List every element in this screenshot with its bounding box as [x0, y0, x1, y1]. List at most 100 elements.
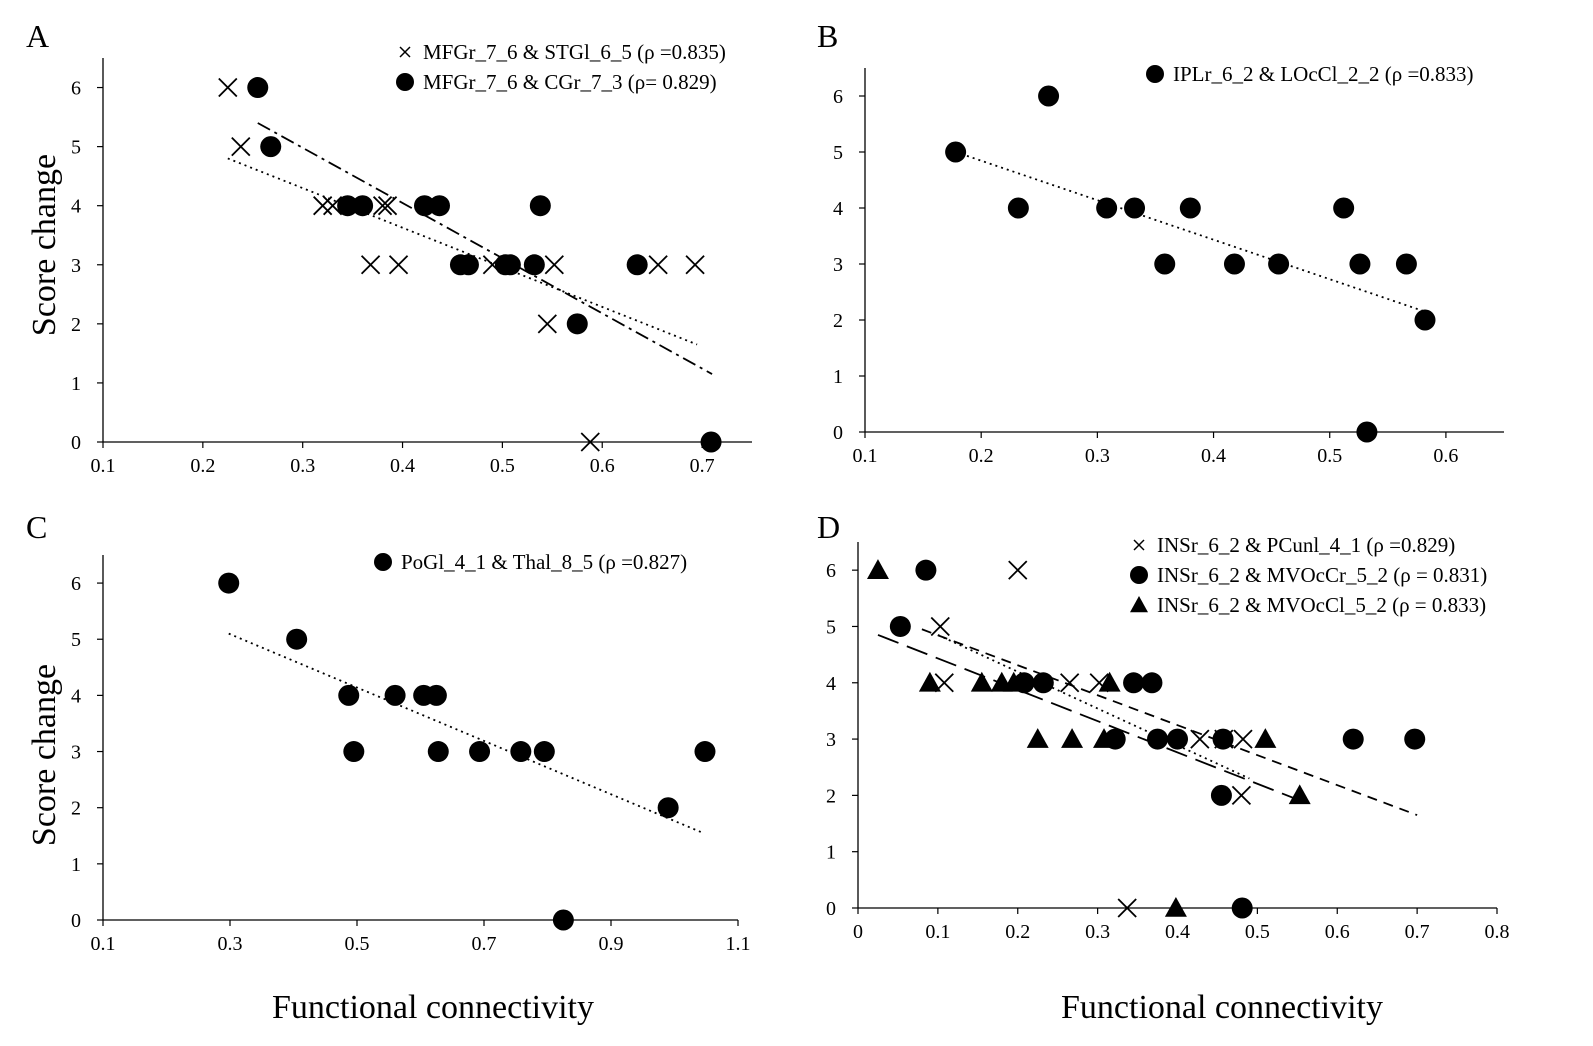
x-tick-label: 0.2 — [1005, 921, 1030, 943]
data-point — [945, 141, 967, 163]
y-tick-label: 2 — [833, 310, 843, 332]
y-tick-label: 3 — [71, 255, 81, 277]
x-stroke — [1089, 673, 1109, 693]
data-point — [388, 255, 409, 275]
x-stroke — [685, 255, 705, 275]
x-stroke — [399, 46, 411, 58]
x-tick-label: 0.9 — [599, 933, 624, 955]
data-point — [260, 136, 282, 158]
y-tick-label: 3 — [833, 254, 843, 276]
x-stroke — [930, 616, 950, 637]
data-point — [529, 195, 551, 217]
y-tick-label: 6 — [826, 560, 836, 582]
x-tick-label: 0.7 — [472, 933, 497, 955]
data-point — [566, 313, 588, 335]
y-axis-title-bottom: Score change — [26, 664, 63, 846]
x-stroke — [218, 77, 238, 98]
data-point — [1179, 197, 1201, 219]
data-point — [1214, 729, 1234, 749]
data-point — [499, 254, 521, 276]
data-point — [1414, 309, 1436, 331]
x-tick-label: 0.4 — [390, 455, 415, 477]
x-tick-label: 0.8 — [1485, 921, 1510, 943]
y-tick-label: 5 — [826, 616, 836, 638]
data-point — [1008, 560, 1028, 580]
x-tick-label: 0.5 — [345, 933, 370, 955]
data-point — [343, 741, 365, 763]
x-stroke — [648, 255, 668, 275]
data-point — [1223, 253, 1245, 275]
data-point — [384, 684, 406, 706]
y-tick-label: 6 — [71, 78, 81, 100]
data-point — [889, 615, 911, 637]
data-point — [1147, 728, 1169, 750]
x-tick-label: 0.7 — [690, 455, 715, 477]
data-point — [247, 77, 269, 99]
panel-label-c: C — [26, 509, 47, 545]
x-stroke — [544, 255, 564, 275]
data-point — [338, 684, 360, 706]
y-tick-label: 2 — [71, 314, 81, 336]
y-tick-label: 1 — [833, 366, 843, 388]
y-axis-title-top: Score change — [26, 154, 63, 336]
legend-marker — [1133, 539, 1145, 551]
data-point — [218, 572, 240, 594]
legend-marker — [374, 553, 392, 571]
data-point — [626, 254, 648, 276]
data-point — [1210, 784, 1232, 806]
y-tick-label: 2 — [71, 798, 81, 820]
x-tick-label: 0.5 — [490, 455, 515, 477]
trendline — [955, 151, 1426, 313]
trendline — [877, 634, 1302, 802]
y-tick-label: 5 — [71, 137, 81, 159]
data-point — [1233, 729, 1253, 749]
x-stroke — [323, 196, 343, 216]
data-point — [866, 559, 889, 579]
x-stroke — [313, 196, 333, 216]
y-tick-label: 5 — [71, 629, 81, 651]
x-stroke — [1008, 560, 1028, 580]
data-point — [1231, 897, 1253, 919]
y-tick-label: 4 — [71, 196, 81, 218]
data-point — [1032, 672, 1054, 694]
y-tick-label: 0 — [833, 422, 843, 444]
data-point — [231, 136, 251, 157]
legend-marker — [399, 46, 411, 58]
x-stroke — [1214, 729, 1234, 749]
data-point — [313, 196, 333, 216]
data-point — [482, 255, 503, 275]
data-point — [700, 431, 722, 453]
x-stroke — [1133, 539, 1145, 551]
data-point — [685, 255, 705, 275]
legend-marker — [1130, 596, 1148, 613]
legend-label: MFGr_7_6 & STGl_6_5 (ρ =0.835) — [423, 40, 726, 64]
y-tick-label: 0 — [826, 898, 836, 920]
data-point — [918, 671, 941, 692]
x-tick-label: 0.1 — [925, 921, 950, 943]
data-point — [1404, 728, 1426, 750]
data-point — [544, 255, 564, 275]
x-tick-label: 0.5 — [1245, 921, 1270, 943]
x-stroke — [1117, 898, 1137, 918]
y-tick-label: 3 — [71, 742, 81, 764]
x-tick-label: 1.1 — [726, 933, 751, 955]
data-point — [425, 684, 447, 706]
panel-label-b: B — [817, 18, 838, 54]
y-tick-label: 0 — [71, 432, 81, 454]
data-point — [533, 741, 555, 763]
x-stroke — [231, 136, 251, 157]
trendline — [921, 628, 1418, 816]
data-point — [1089, 673, 1109, 693]
data-point — [377, 196, 398, 216]
data-point — [414, 195, 436, 217]
panel-a: A 0.1 0.2 0.3 0.4 0.5 0.6 0.7 0 1 2 3 4 5 6 MFGr_7_6 &… — [26, 18, 752, 477]
data-point — [1164, 897, 1187, 917]
y-tick-label: 6 — [71, 573, 81, 595]
data-point — [934, 673, 954, 693]
legend-label: INSr_6_2 & MVOcCl_5_2 (ρ = 0.833) — [1157, 593, 1486, 617]
data-point — [1096, 197, 1118, 219]
data-point — [469, 741, 491, 763]
x-tick-label: 0.1 — [853, 445, 878, 467]
legend-label: INSr_6_2 & MVOcCr_5_2 (ρ = 0.831) — [1157, 563, 1487, 587]
data-point — [428, 195, 450, 217]
